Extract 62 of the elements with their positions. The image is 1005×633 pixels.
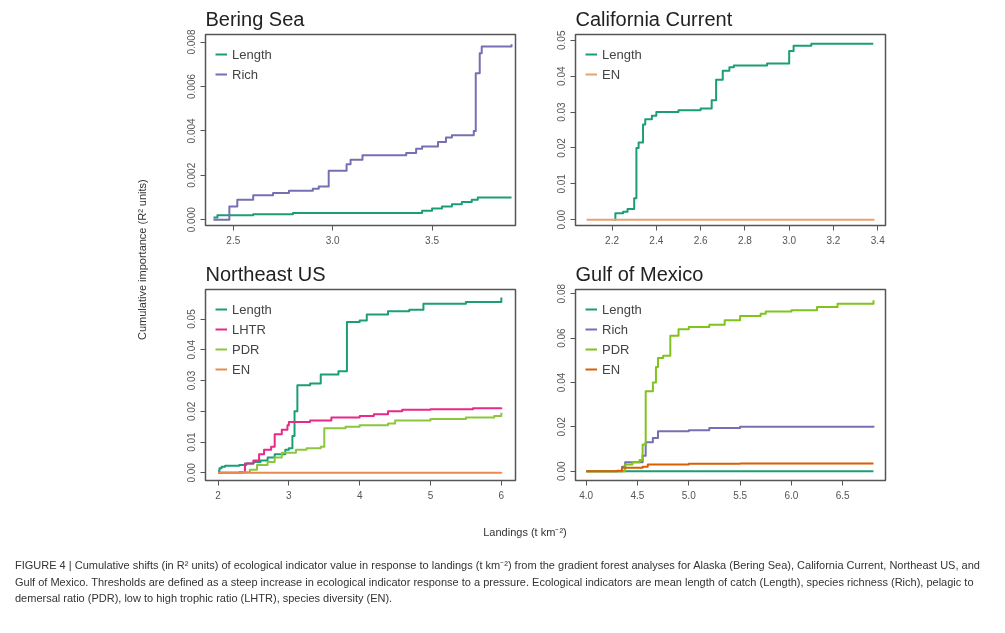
y-tick-label: 0.00: [556, 461, 568, 481]
y-tick-label: 0.00: [186, 462, 198, 483]
x-tick-label: 4.5: [630, 489, 645, 501]
legend-label: EN: [602, 361, 622, 377]
x-tick-label: 4: [356, 489, 363, 501]
x-tick-label: 2.2: [605, 234, 620, 246]
legend-label: Rich: [232, 66, 259, 82]
legend-label: Rich: [602, 321, 629, 337]
x-tick-label: 5.0: [681, 489, 697, 501]
legend-label: LHTR: [232, 321, 266, 337]
x-tick-label: 3.2: [826, 234, 841, 246]
x-tick-label: 3: [286, 489, 293, 501]
x-tick-label: 3.0: [325, 234, 341, 246]
x-tick-label: 6.0: [784, 489, 799, 501]
x-tick-label: 2.5: [226, 234, 241, 246]
x-tick-label: 6.5: [835, 489, 851, 501]
y-tick-label: 0.04: [186, 339, 198, 360]
x-tick-label: 5: [427, 489, 434, 501]
y-tick-label: 0.02: [556, 416, 568, 437]
x-tick-label: 6: [498, 489, 505, 501]
x-tick-label: 2.4: [649, 234, 664, 246]
x-tick-label: 5.5: [733, 489, 748, 501]
y-tick-label: 0.00: [556, 209, 568, 230]
legend-label: EN: [232, 361, 252, 377]
y-axis-title: Cumulative importance (R² units): [135, 179, 149, 341]
y-tick-label: 0.04: [556, 372, 568, 393]
y-tick-label: 0.01: [556, 173, 568, 194]
y-tick-label: 0.08: [556, 283, 568, 304]
y-tick-label: 0.04: [556, 65, 568, 86]
legend-label: PDR: [232, 341, 260, 357]
x-tick-label: 2.8: [737, 234, 753, 246]
y-tick-label: 0.02: [186, 401, 198, 422]
x-tick-label: 2: [215, 489, 222, 501]
legend-label: Length: [602, 46, 642, 62]
x-tick-label: 3.0: [782, 234, 797, 246]
y-tick-label: 0.06: [556, 327, 568, 348]
legend-label: Length: [232, 46, 272, 62]
y-tick-label: 0.002: [186, 162, 198, 188]
y-tick-label: 0.000: [186, 206, 198, 233]
chart-title: California Current: [575, 7, 733, 30]
chart-title: Bering Sea: [205, 7, 306, 30]
y-tick-label: 0.01: [186, 431, 198, 452]
x-tick-label: 4.0: [579, 489, 594, 501]
legend-label: EN: [602, 66, 622, 82]
y-tick-label: 0.03: [186, 370, 198, 391]
x-axis-title: Landings (t km⁻²): [483, 525, 567, 540]
legend-label: Length: [232, 301, 272, 317]
x-tick-label: 2.6: [693, 234, 708, 246]
x-tick-label: 3.5: [425, 234, 440, 246]
y-tick-label: 0.02: [556, 137, 568, 158]
y-tick-label: 0.05: [186, 308, 198, 329]
y-tick-label: 0.05: [556, 30, 568, 50]
caption: FIGURE 4 | Cumulative shifts (in R² units) of ecological indicator value in response to landings (t km⁻²) from the gradient forest analyses for Alaska (Bering Sea), California Current, Northeast US, and Gulf of Mexico. Thresholds are defined as a steep increase in ecological indicator response to a pressure. Ecological indicators are mean length of catch (Length), species richness (Rich), pelagic to demersal ratio (PDR), low to high trophic ratio (LHTR), species diversity (EN).: [15, 558, 981, 606]
x-tick-label: 3.4: [870, 234, 886, 246]
y-tick-label: 0.03: [556, 101, 568, 122]
y-tick-label: 0.006: [186, 73, 198, 99]
chart-title: Northeast US: [205, 262, 326, 285]
y-tick-label: 0.004: [186, 117, 198, 144]
legend-label: PDR: [602, 341, 630, 357]
y-tick-label: 0.008: [186, 29, 198, 55]
chart-title: Gulf of Mexico: [575, 262, 704, 285]
legend-label: Length: [602, 301, 642, 317]
